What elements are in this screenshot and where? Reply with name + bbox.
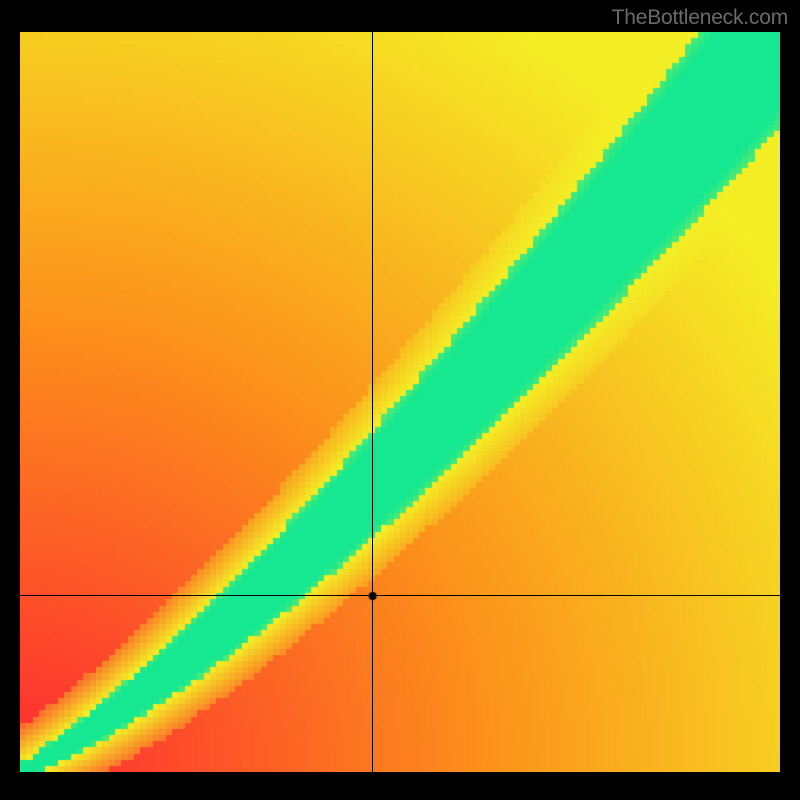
watermark-text: TheBottleneck.com	[612, 6, 788, 30]
crosshair-vertical	[372, 32, 373, 772]
bottleneck-heatmap	[20, 32, 780, 772]
crosshair-horizontal	[20, 595, 780, 596]
chart-container: TheBottleneck.com	[0, 0, 800, 800]
plot-area	[20, 32, 780, 772]
